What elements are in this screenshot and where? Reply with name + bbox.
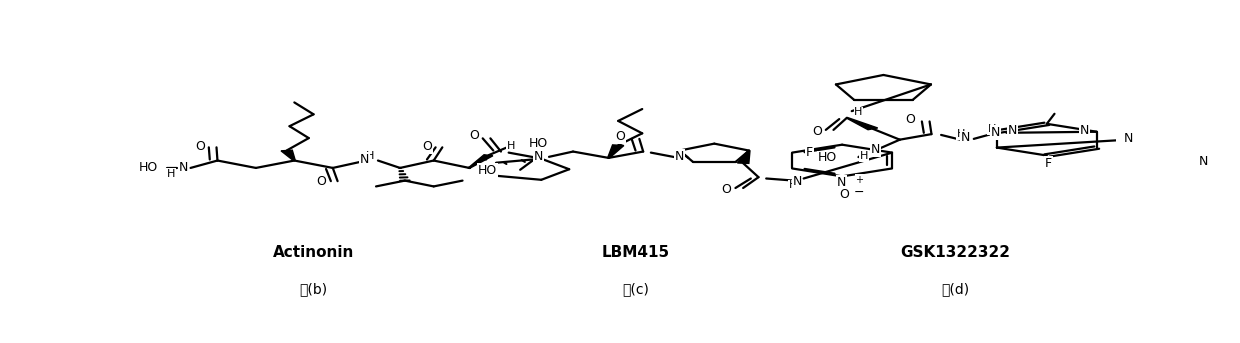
Text: H: H	[366, 151, 374, 161]
Text: N: N	[837, 176, 846, 189]
Text: 式(d): 式(d)	[941, 282, 970, 296]
Text: H: H	[506, 141, 515, 151]
Text: O: O	[615, 130, 625, 143]
Text: H: H	[789, 180, 797, 190]
Text: Actinonin: Actinonin	[273, 245, 355, 260]
Polygon shape	[608, 145, 624, 158]
Polygon shape	[738, 151, 750, 163]
Text: N: N	[1198, 155, 1208, 168]
Text: N: N	[991, 126, 1001, 139]
Polygon shape	[469, 155, 494, 168]
Text: N: N	[675, 150, 684, 163]
Text: −: −	[854, 186, 864, 199]
Text: H: H	[854, 107, 863, 117]
Text: LBM415: LBM415	[601, 245, 670, 260]
Text: O: O	[469, 129, 479, 142]
Text: HO: HO	[477, 164, 497, 177]
Text: O: O	[720, 183, 730, 196]
Text: 式(b): 式(b)	[300, 282, 327, 296]
Text: GSK1322322: GSK1322322	[900, 245, 1011, 260]
Polygon shape	[281, 150, 295, 161]
Polygon shape	[1118, 139, 1140, 144]
Text: O: O	[195, 140, 205, 153]
Text: N: N	[179, 161, 188, 174]
Text: HO: HO	[139, 162, 157, 175]
Text: N: N	[1008, 125, 1017, 138]
Text: F: F	[806, 145, 813, 158]
Text: H: H	[861, 151, 868, 161]
Text: N: N	[792, 175, 801, 188]
Text: N: N	[870, 143, 880, 156]
Text: 式(c): 式(c)	[622, 282, 649, 296]
Text: O: O	[422, 140, 432, 153]
Text: O: O	[316, 175, 326, 188]
Text: N: N	[1080, 125, 1089, 138]
Text: F: F	[1045, 157, 1053, 170]
Text: HO: HO	[528, 137, 548, 150]
Text: H: H	[988, 124, 996, 134]
Polygon shape	[846, 118, 878, 130]
Text: HO: HO	[818, 151, 837, 164]
Text: H: H	[167, 169, 176, 179]
Text: N: N	[360, 153, 370, 166]
Text: O: O	[812, 125, 822, 138]
Text: +: +	[856, 175, 863, 185]
Text: H: H	[957, 129, 966, 139]
Text: N: N	[533, 150, 543, 163]
Text: O: O	[839, 188, 849, 201]
Text: N: N	[1123, 132, 1133, 145]
Text: N: N	[961, 131, 970, 144]
Text: O: O	[905, 113, 915, 126]
